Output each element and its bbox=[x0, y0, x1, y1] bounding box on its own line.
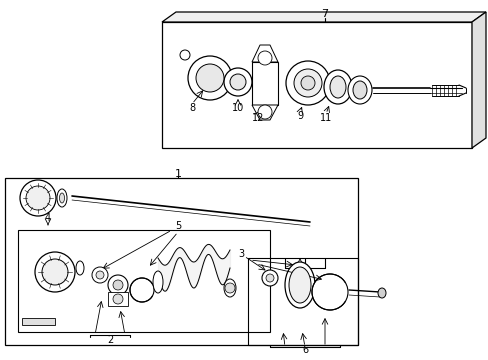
Text: 8: 8 bbox=[188, 103, 195, 113]
Circle shape bbox=[311, 274, 347, 310]
Circle shape bbox=[108, 275, 128, 295]
Ellipse shape bbox=[347, 76, 371, 104]
Text: 2: 2 bbox=[107, 335, 113, 345]
Text: 4: 4 bbox=[45, 213, 51, 223]
Polygon shape bbox=[251, 45, 278, 62]
Text: 1: 1 bbox=[174, 169, 181, 179]
Text: 11: 11 bbox=[319, 113, 331, 123]
Circle shape bbox=[187, 56, 231, 100]
Circle shape bbox=[224, 68, 251, 96]
Circle shape bbox=[229, 74, 245, 90]
Ellipse shape bbox=[76, 261, 84, 275]
Text: 10: 10 bbox=[231, 103, 244, 113]
Circle shape bbox=[224, 283, 235, 293]
Text: 12: 12 bbox=[251, 113, 264, 123]
Polygon shape bbox=[251, 62, 278, 105]
Circle shape bbox=[293, 69, 321, 97]
Circle shape bbox=[285, 61, 329, 105]
Polygon shape bbox=[162, 22, 471, 148]
Polygon shape bbox=[22, 318, 55, 325]
Circle shape bbox=[92, 267, 108, 283]
Text: 3: 3 bbox=[237, 249, 244, 259]
Circle shape bbox=[113, 280, 123, 290]
Ellipse shape bbox=[285, 262, 314, 308]
Circle shape bbox=[262, 270, 278, 286]
Text: 9: 9 bbox=[296, 111, 303, 121]
Ellipse shape bbox=[224, 279, 236, 297]
Circle shape bbox=[258, 51, 271, 65]
Polygon shape bbox=[471, 12, 485, 148]
Ellipse shape bbox=[324, 70, 351, 104]
Circle shape bbox=[113, 294, 123, 304]
Circle shape bbox=[265, 274, 273, 282]
Circle shape bbox=[130, 278, 154, 302]
Ellipse shape bbox=[329, 76, 346, 98]
Circle shape bbox=[20, 180, 56, 216]
Polygon shape bbox=[251, 105, 278, 120]
Polygon shape bbox=[162, 12, 485, 22]
Circle shape bbox=[196, 64, 224, 92]
Ellipse shape bbox=[60, 193, 64, 203]
Circle shape bbox=[258, 105, 271, 119]
Circle shape bbox=[96, 271, 104, 279]
Ellipse shape bbox=[352, 81, 366, 99]
Text: 6: 6 bbox=[301, 345, 307, 355]
Circle shape bbox=[301, 76, 314, 90]
Circle shape bbox=[42, 259, 68, 285]
Circle shape bbox=[26, 186, 50, 210]
Ellipse shape bbox=[288, 267, 310, 303]
Circle shape bbox=[35, 252, 75, 292]
Circle shape bbox=[180, 50, 190, 60]
Ellipse shape bbox=[57, 189, 67, 207]
Ellipse shape bbox=[153, 271, 163, 293]
Polygon shape bbox=[5, 178, 357, 345]
Polygon shape bbox=[108, 292, 128, 306]
Text: 5: 5 bbox=[175, 221, 181, 231]
Text: 7: 7 bbox=[321, 9, 328, 19]
Ellipse shape bbox=[377, 288, 385, 298]
